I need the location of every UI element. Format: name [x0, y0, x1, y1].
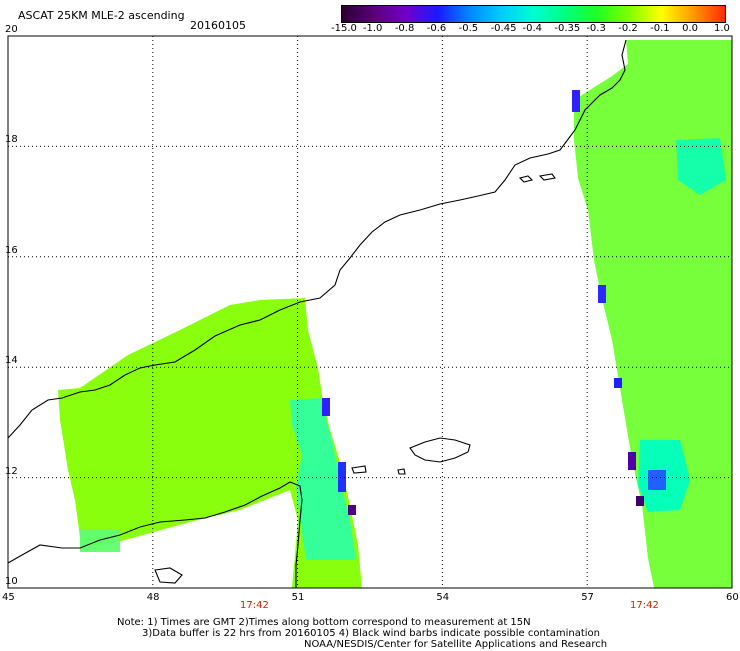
contamination-pixel — [322, 398, 330, 416]
longitude-label: 57 — [581, 592, 594, 603]
coastline-islet-2 — [538, 173, 556, 181]
note-line-2: 3)Data buffer is 22 hrs from 20160105 4)… — [142, 628, 600, 639]
map-title: ASCAT 25KM MLE-2 ascending — [18, 9, 185, 22]
latitude-label: 12 — [5, 465, 18, 477]
longitude-label: 54 — [436, 592, 450, 603]
contamination-pixel — [572, 90, 580, 112]
colorbar-label: -0.45 — [490, 23, 517, 34]
colorbar-label: -0.8 — [394, 23, 415, 34]
colorbar-labels: -15.0 -1.0 -0.8 -0.6 -0.5 -0.45 -0.4 -0.35 -0.3 -… — [330, 23, 735, 37]
coastline-islet-5 — [154, 567, 183, 584]
longitude-label: 45 — [2, 592, 15, 603]
colorbar-label: 0.0 — [682, 23, 698, 34]
colorbar-label: -0.1 — [650, 23, 670, 34]
swath-time-right: 17:42 — [630, 600, 659, 611]
colorbar-label: -0.4 — [522, 23, 543, 34]
swath-left-cyan — [290, 398, 356, 560]
longitude-label: 60 — [726, 592, 739, 603]
latitude-label: 14 — [5, 355, 18, 367]
colorbar-label: -15.0 — [331, 23, 357, 34]
contamination-pixel — [598, 285, 606, 303]
latitude-label: 18 — [5, 134, 18, 146]
graticule — [8, 36, 732, 588]
contamination-pixel — [338, 462, 346, 492]
colorbar-label: -0.6 — [426, 23, 447, 34]
contamination-pixel — [348, 505, 356, 515]
coastline — [7, 39, 627, 588]
contamination-pixel — [628, 452, 636, 470]
colorbar-label: 1.0 — [714, 23, 730, 34]
colorbar — [341, 5, 726, 23]
colorbar-label: -0.35 — [554, 23, 581, 34]
coastline-somalia — [7, 481, 303, 588]
latitude-label: 10 — [5, 576, 18, 587]
coastline-islet-1 — [518, 175, 534, 183]
latitude-label: 20 — [5, 24, 18, 35]
map-date: 20160105 — [190, 19, 246, 32]
swath-right-cyan-2 — [676, 138, 726, 195]
wind-swath-layer — [58, 40, 732, 588]
colorbar-label: -1.0 — [362, 23, 383, 34]
colorbar-label: -0.2 — [618, 23, 638, 34]
map-frame — [7, 35, 733, 589]
swath-time-left: 17:42 — [240, 600, 269, 611]
colorbar-gradient — [342, 6, 725, 22]
colorbar-label: -0.5 — [458, 23, 479, 34]
coastline-islet-3 — [351, 465, 367, 474]
coastline-arabia — [7, 39, 627, 439]
contamination-pixel — [614, 378, 622, 388]
coastline-socotra — [409, 437, 471, 463]
coastline-islet-4 — [397, 468, 406, 475]
latitude-label: 16 — [5, 244, 18, 256]
longitude-label: 51 — [291, 592, 305, 603]
contamination-pixel — [636, 496, 644, 506]
longitude-label: 48 — [146, 592, 160, 603]
swath-left-cyan-2 — [80, 530, 120, 552]
note-line-1: Note: 1) Times are GMT 2)Times along bot… — [117, 617, 531, 628]
colorbar-label: -0.3 — [586, 23, 606, 34]
contamination-pixel — [648, 470, 666, 490]
note-line-3: NOAA/NESDIS/Center for Satellite Applica… — [304, 639, 608, 650]
